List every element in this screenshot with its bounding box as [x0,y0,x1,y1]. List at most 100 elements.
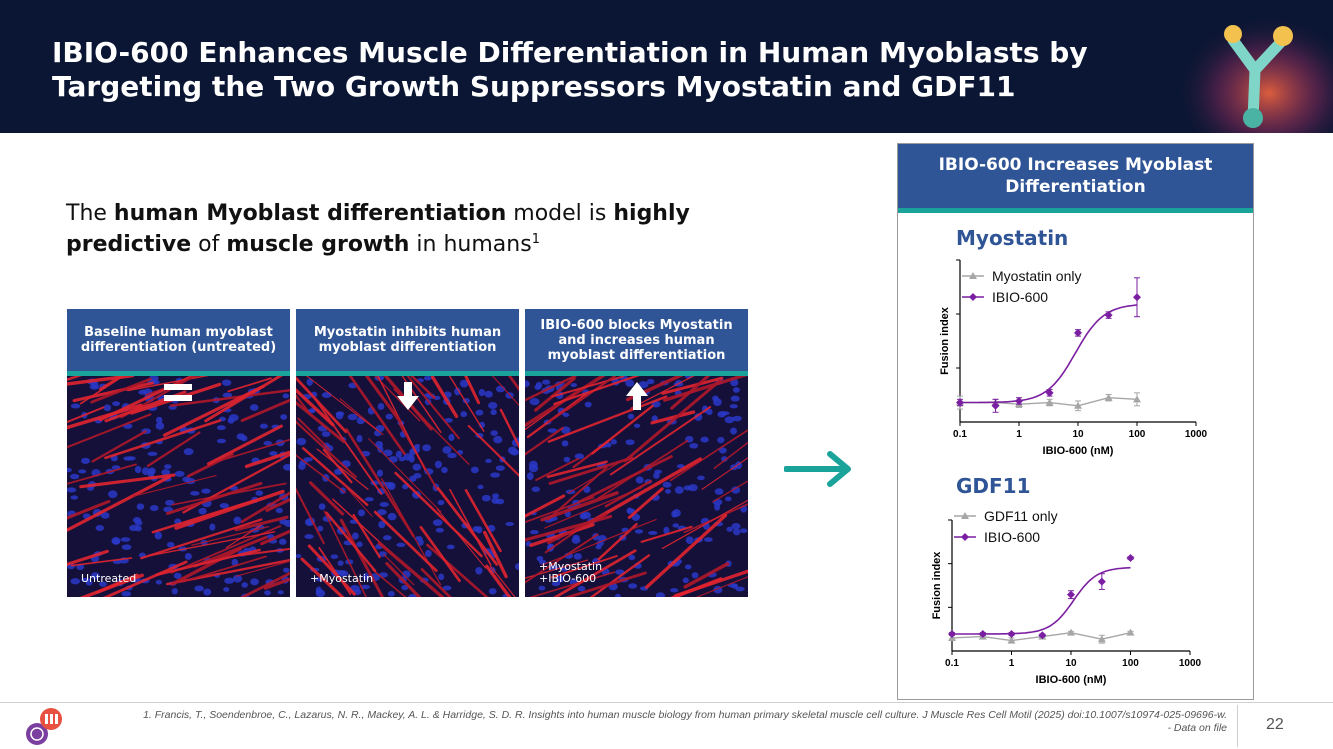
myotube-fiber [420,568,452,597]
nucleus [222,379,232,386]
intro-text-4: in humans [409,232,532,257]
nucleus [625,379,635,387]
myotube-fiber [67,549,109,567]
arrow-right-icon [784,451,851,487]
myotube-fiber [316,448,369,490]
nucleus [80,577,91,583]
myotube-fiber [140,518,263,560]
myostatin-chart: 0.1 1 10 100 1000 IBIO-600 (nM) Fusion index My… [939,259,1208,457]
nucleus [224,577,235,584]
nucleus [166,541,175,548]
nucleus [70,403,81,409]
myotube-fiber [348,376,406,456]
nucleus [303,457,313,462]
nucleus [718,447,727,454]
chart-title-gdf11: GDF11 [956,474,1031,498]
myotube-fiber [525,494,566,518]
nucleus [67,487,77,493]
myotube-fiber [578,455,673,503]
nucleus [356,541,363,548]
myotube-fiber [627,487,664,519]
nucleus [387,482,394,488]
myotube-fiber [591,404,654,455]
data-point [1104,311,1113,320]
myotube-fiber [67,463,137,485]
myotube-fiber [525,376,578,402]
myotube-fiber [483,530,508,579]
myotube-fiber [385,561,422,597]
nucleus [573,553,583,560]
myotube-fiber [67,403,143,430]
results-box-accent-bar [898,208,1253,213]
nucleus [684,564,692,570]
nucleus [132,516,142,524]
myotube-fiber [567,462,619,494]
nucleus [729,404,738,409]
nucleus [275,507,283,514]
nucleus [535,381,543,389]
nucleus [732,415,742,422]
myotube-fiber [436,487,499,566]
nucleus [148,467,156,475]
myotube-fiber [265,497,290,512]
nucleus [318,503,326,510]
nucleus [731,523,741,530]
myotube-fiber [206,424,283,466]
nucleus [653,472,660,479]
nucleus [216,425,226,431]
nucleus [536,555,544,562]
nucleus [627,413,635,420]
legend-marker [961,533,969,541]
myotube-fiber [325,511,377,573]
nucleus [100,512,110,519]
x-tick-label: 1000 [1185,429,1208,440]
fit-curve [960,304,1138,404]
myotube-fiber [485,564,512,597]
nucleus [442,446,452,454]
myotube-fiber [170,546,242,586]
nucleus [648,530,658,535]
nucleus [438,573,445,581]
myotube-fiber [564,571,647,597]
nucleus [570,382,577,388]
nucleus [654,469,662,474]
footer-divider [0,702,1333,703]
myotube-fiber [234,515,289,532]
nucleus [278,538,287,545]
antibody-image [1173,0,1333,133]
nucleus [80,457,91,465]
nucleus [670,588,679,593]
nucleus [454,387,461,396]
intro-bold-1: human Myoblast differentiation [113,201,507,226]
nucleus [682,577,689,584]
data-point [1045,398,1054,406]
nucleus [423,376,432,381]
nucleus [147,451,158,456]
myotube-fiber [547,512,609,545]
nucleus [103,404,112,412]
myotube-fiber [650,410,696,425]
nucleus [112,401,121,407]
legend-marker [969,293,977,301]
nucleus [691,572,699,579]
data-point [1007,629,1016,638]
nucleus [378,520,386,529]
nucleus [481,494,491,502]
myotube-fiber [552,549,637,597]
nucleus [584,401,592,408]
myotube-fiber [186,452,234,478]
nucleus [277,590,284,595]
myotube-fiber [467,425,519,477]
myotube-fiber [541,518,657,566]
myotube-fiber [669,429,748,482]
nucleus [321,392,332,398]
myotube-fiber [464,489,502,553]
data-point [1045,388,1054,397]
nucleus [90,572,100,580]
myotube-fiber [70,557,133,567]
nucleus [700,436,709,443]
nucleus [460,411,468,418]
myotube-fiber [227,377,272,393]
nucleus [377,403,385,410]
nucleus [731,486,741,494]
